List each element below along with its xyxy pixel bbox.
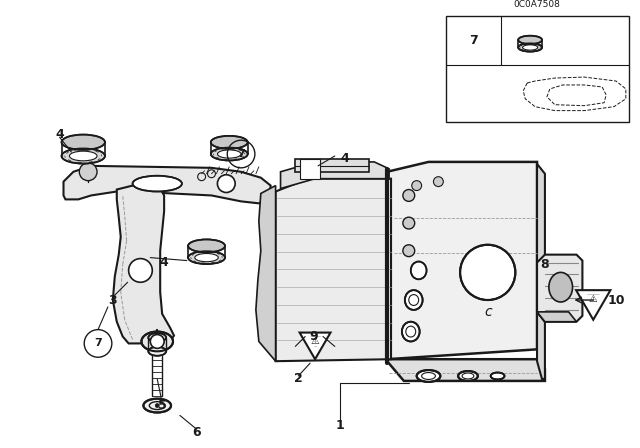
Ellipse shape	[188, 251, 225, 264]
Text: 4: 4	[55, 128, 64, 141]
Ellipse shape	[518, 36, 542, 44]
Text: 7: 7	[237, 149, 245, 159]
Text: 9: 9	[310, 330, 318, 343]
Circle shape	[218, 175, 235, 193]
Text: 4: 4	[160, 256, 168, 269]
Circle shape	[156, 404, 159, 408]
Polygon shape	[300, 332, 330, 359]
Text: 4: 4	[340, 152, 349, 165]
Ellipse shape	[411, 262, 426, 279]
Ellipse shape	[458, 371, 478, 381]
Text: 7: 7	[470, 34, 478, 47]
Polygon shape	[537, 254, 582, 322]
Circle shape	[79, 163, 97, 181]
Ellipse shape	[141, 332, 173, 351]
Ellipse shape	[211, 147, 248, 160]
Ellipse shape	[211, 136, 248, 149]
Circle shape	[129, 258, 152, 282]
Ellipse shape	[61, 148, 105, 164]
Ellipse shape	[195, 254, 218, 262]
Text: 0C0A7508: 0C0A7508	[513, 0, 561, 9]
Ellipse shape	[491, 373, 504, 379]
Text: ⚠: ⚠	[589, 294, 598, 304]
Polygon shape	[280, 162, 389, 189]
Ellipse shape	[61, 134, 105, 150]
Ellipse shape	[148, 347, 166, 356]
Circle shape	[403, 190, 415, 201]
Polygon shape	[256, 185, 276, 361]
Ellipse shape	[148, 333, 166, 342]
Polygon shape	[63, 166, 271, 203]
Circle shape	[460, 245, 515, 300]
Ellipse shape	[549, 272, 573, 302]
Polygon shape	[576, 290, 611, 320]
Ellipse shape	[402, 322, 420, 341]
Text: 2: 2	[294, 372, 303, 385]
Ellipse shape	[188, 239, 225, 252]
Ellipse shape	[132, 176, 182, 191]
Text: 3: 3	[109, 293, 117, 306]
Polygon shape	[537, 164, 545, 379]
Ellipse shape	[69, 151, 97, 161]
Polygon shape	[276, 179, 391, 361]
Ellipse shape	[522, 45, 538, 50]
Polygon shape	[537, 261, 545, 322]
Text: 1: 1	[335, 419, 344, 432]
Text: c: c	[484, 305, 492, 319]
Text: 6: 6	[193, 426, 201, 439]
Text: 8: 8	[541, 258, 549, 271]
Polygon shape	[446, 16, 628, 122]
Polygon shape	[295, 159, 369, 172]
Circle shape	[403, 217, 415, 229]
Polygon shape	[387, 359, 545, 381]
Polygon shape	[537, 312, 577, 322]
Text: ⚠: ⚠	[310, 336, 319, 345]
Ellipse shape	[417, 370, 440, 382]
Ellipse shape	[218, 150, 241, 158]
Text: 5: 5	[158, 399, 166, 412]
Text: 10: 10	[607, 293, 625, 306]
Circle shape	[403, 245, 415, 257]
Circle shape	[412, 181, 422, 190]
Text: 7: 7	[94, 338, 102, 349]
Circle shape	[150, 335, 164, 349]
Polygon shape	[387, 162, 537, 359]
Ellipse shape	[518, 43, 542, 52]
Polygon shape	[300, 159, 320, 179]
Ellipse shape	[405, 290, 422, 310]
Ellipse shape	[143, 399, 171, 413]
Circle shape	[433, 177, 444, 186]
Polygon shape	[113, 185, 174, 344]
